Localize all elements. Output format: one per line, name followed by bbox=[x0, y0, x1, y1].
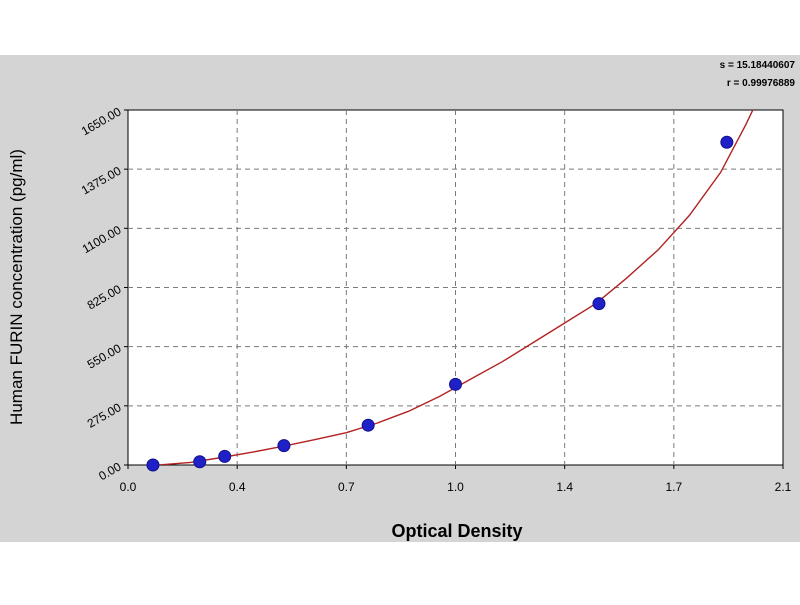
data-point bbox=[592, 297, 606, 311]
x-axis-label: Optical Density bbox=[391, 521, 522, 541]
data-point bbox=[146, 458, 160, 472]
data-point bbox=[720, 135, 734, 149]
stat-line-r: r = 0.99976889 bbox=[727, 78, 796, 89]
x-tick-label: 0.0 bbox=[120, 480, 137, 494]
x-tick-label: 0.4 bbox=[229, 480, 246, 494]
stat-line-s: s = 15.18440607 bbox=[720, 60, 796, 71]
y-axis-label: Human FURIN concentration (pg/ml) bbox=[7, 149, 26, 425]
x-tick-label: 1.0 bbox=[447, 480, 464, 494]
fit-curve-layer bbox=[159, 110, 754, 465]
data-point bbox=[193, 455, 207, 469]
data-point bbox=[449, 377, 462, 391]
x-tick-label: 1.4 bbox=[556, 480, 573, 494]
x-tick-label: 2.1 bbox=[775, 480, 792, 494]
x-tick-label: 1.7 bbox=[665, 480, 682, 494]
fit-curve-line bbox=[159, 110, 754, 465]
grid bbox=[128, 110, 783, 465]
data-point bbox=[277, 439, 291, 453]
data-point bbox=[218, 449, 232, 463]
data-points bbox=[146, 135, 734, 472]
x-tick-label: 0.7 bbox=[338, 480, 355, 494]
data-point bbox=[361, 418, 375, 432]
